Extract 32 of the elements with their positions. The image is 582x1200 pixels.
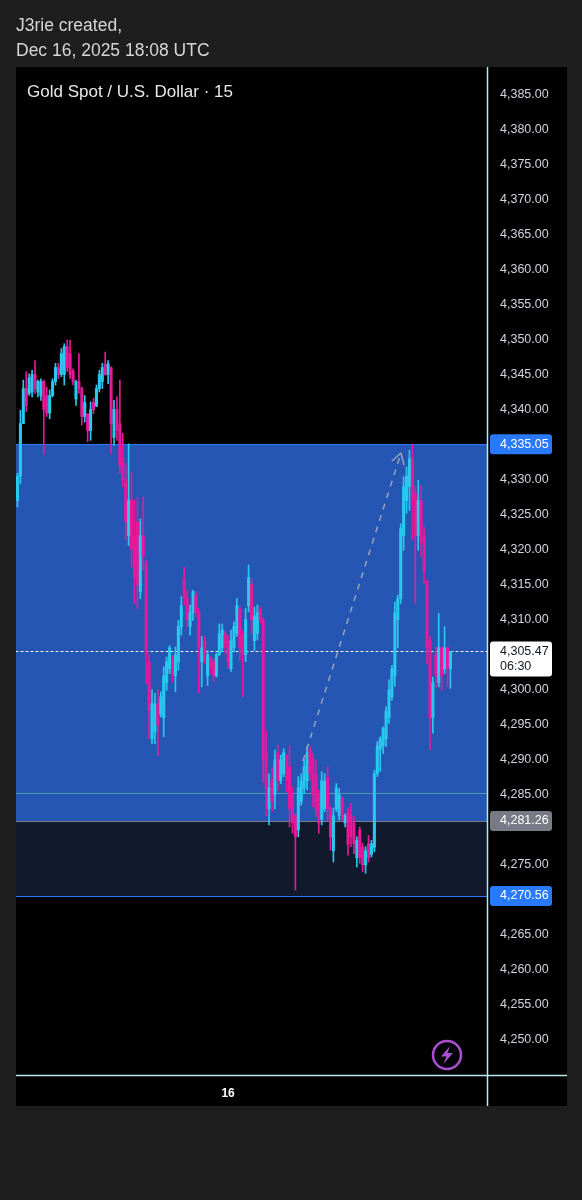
- text: Gold Spot / U.S. Dollar · 15: [27, 82, 233, 102]
- y-tick-label: 4,295.00: [500, 717, 549, 732]
- y-tick-label: 4,345.00: [500, 366, 549, 381]
- ref-line-label: 4,270.56: [500, 888, 549, 903]
- text: J3rie created,: [16, 14, 124, 37]
- y-tick-label: 4,290.00: [500, 752, 549, 767]
- y-tick-label: 4,250.00: [500, 1032, 549, 1047]
- y-tick-label: 4,370.00: [500, 191, 549, 206]
- y-tick-label: 4,260.00: [500, 962, 549, 977]
- y-tick-label: 4,385.00: [500, 86, 549, 101]
- y-tick-label: 4,285.00: [500, 787, 549, 802]
- y-tick-label: 4,365.00: [500, 226, 549, 241]
- y-tick-label: 4,375.00: [500, 156, 549, 171]
- y-tick-label: 4,325.00: [500, 507, 549, 522]
- y-tick-label: 4,355.00: [500, 296, 549, 311]
- y-tick-label: 4,255.00: [500, 997, 549, 1012]
- y-tick-label: 4,310.00: [500, 612, 549, 627]
- text: Dec 16, 2025 18:08 UTC: [16, 39, 210, 62]
- y-tick-label: 4,350.00: [500, 331, 549, 346]
- ref-line-label: 4,305.47 06:30: [500, 643, 549, 673]
- y-tick-label: 4,275.00: [500, 857, 549, 872]
- y-tick-label: 4,330.00: [500, 472, 549, 487]
- y-tick-label: 4,340.00: [500, 401, 549, 416]
- y-tick-label: 4,380.00: [500, 121, 549, 136]
- ref-line-label: 4,281.26: [500, 813, 549, 828]
- y-tick-label: 4,320.00: [500, 542, 549, 557]
- x-tick-label: 16: [221, 1085, 236, 1100]
- y-tick-label: 4,265.00: [500, 927, 549, 942]
- y-tick-label: 4,300.00: [500, 682, 549, 697]
- y-tick-label: 4,360.00: [500, 261, 549, 276]
- y-tick-label: 4,315.00: [500, 577, 549, 592]
- ref-line-label: 4,335.05: [500, 436, 549, 451]
